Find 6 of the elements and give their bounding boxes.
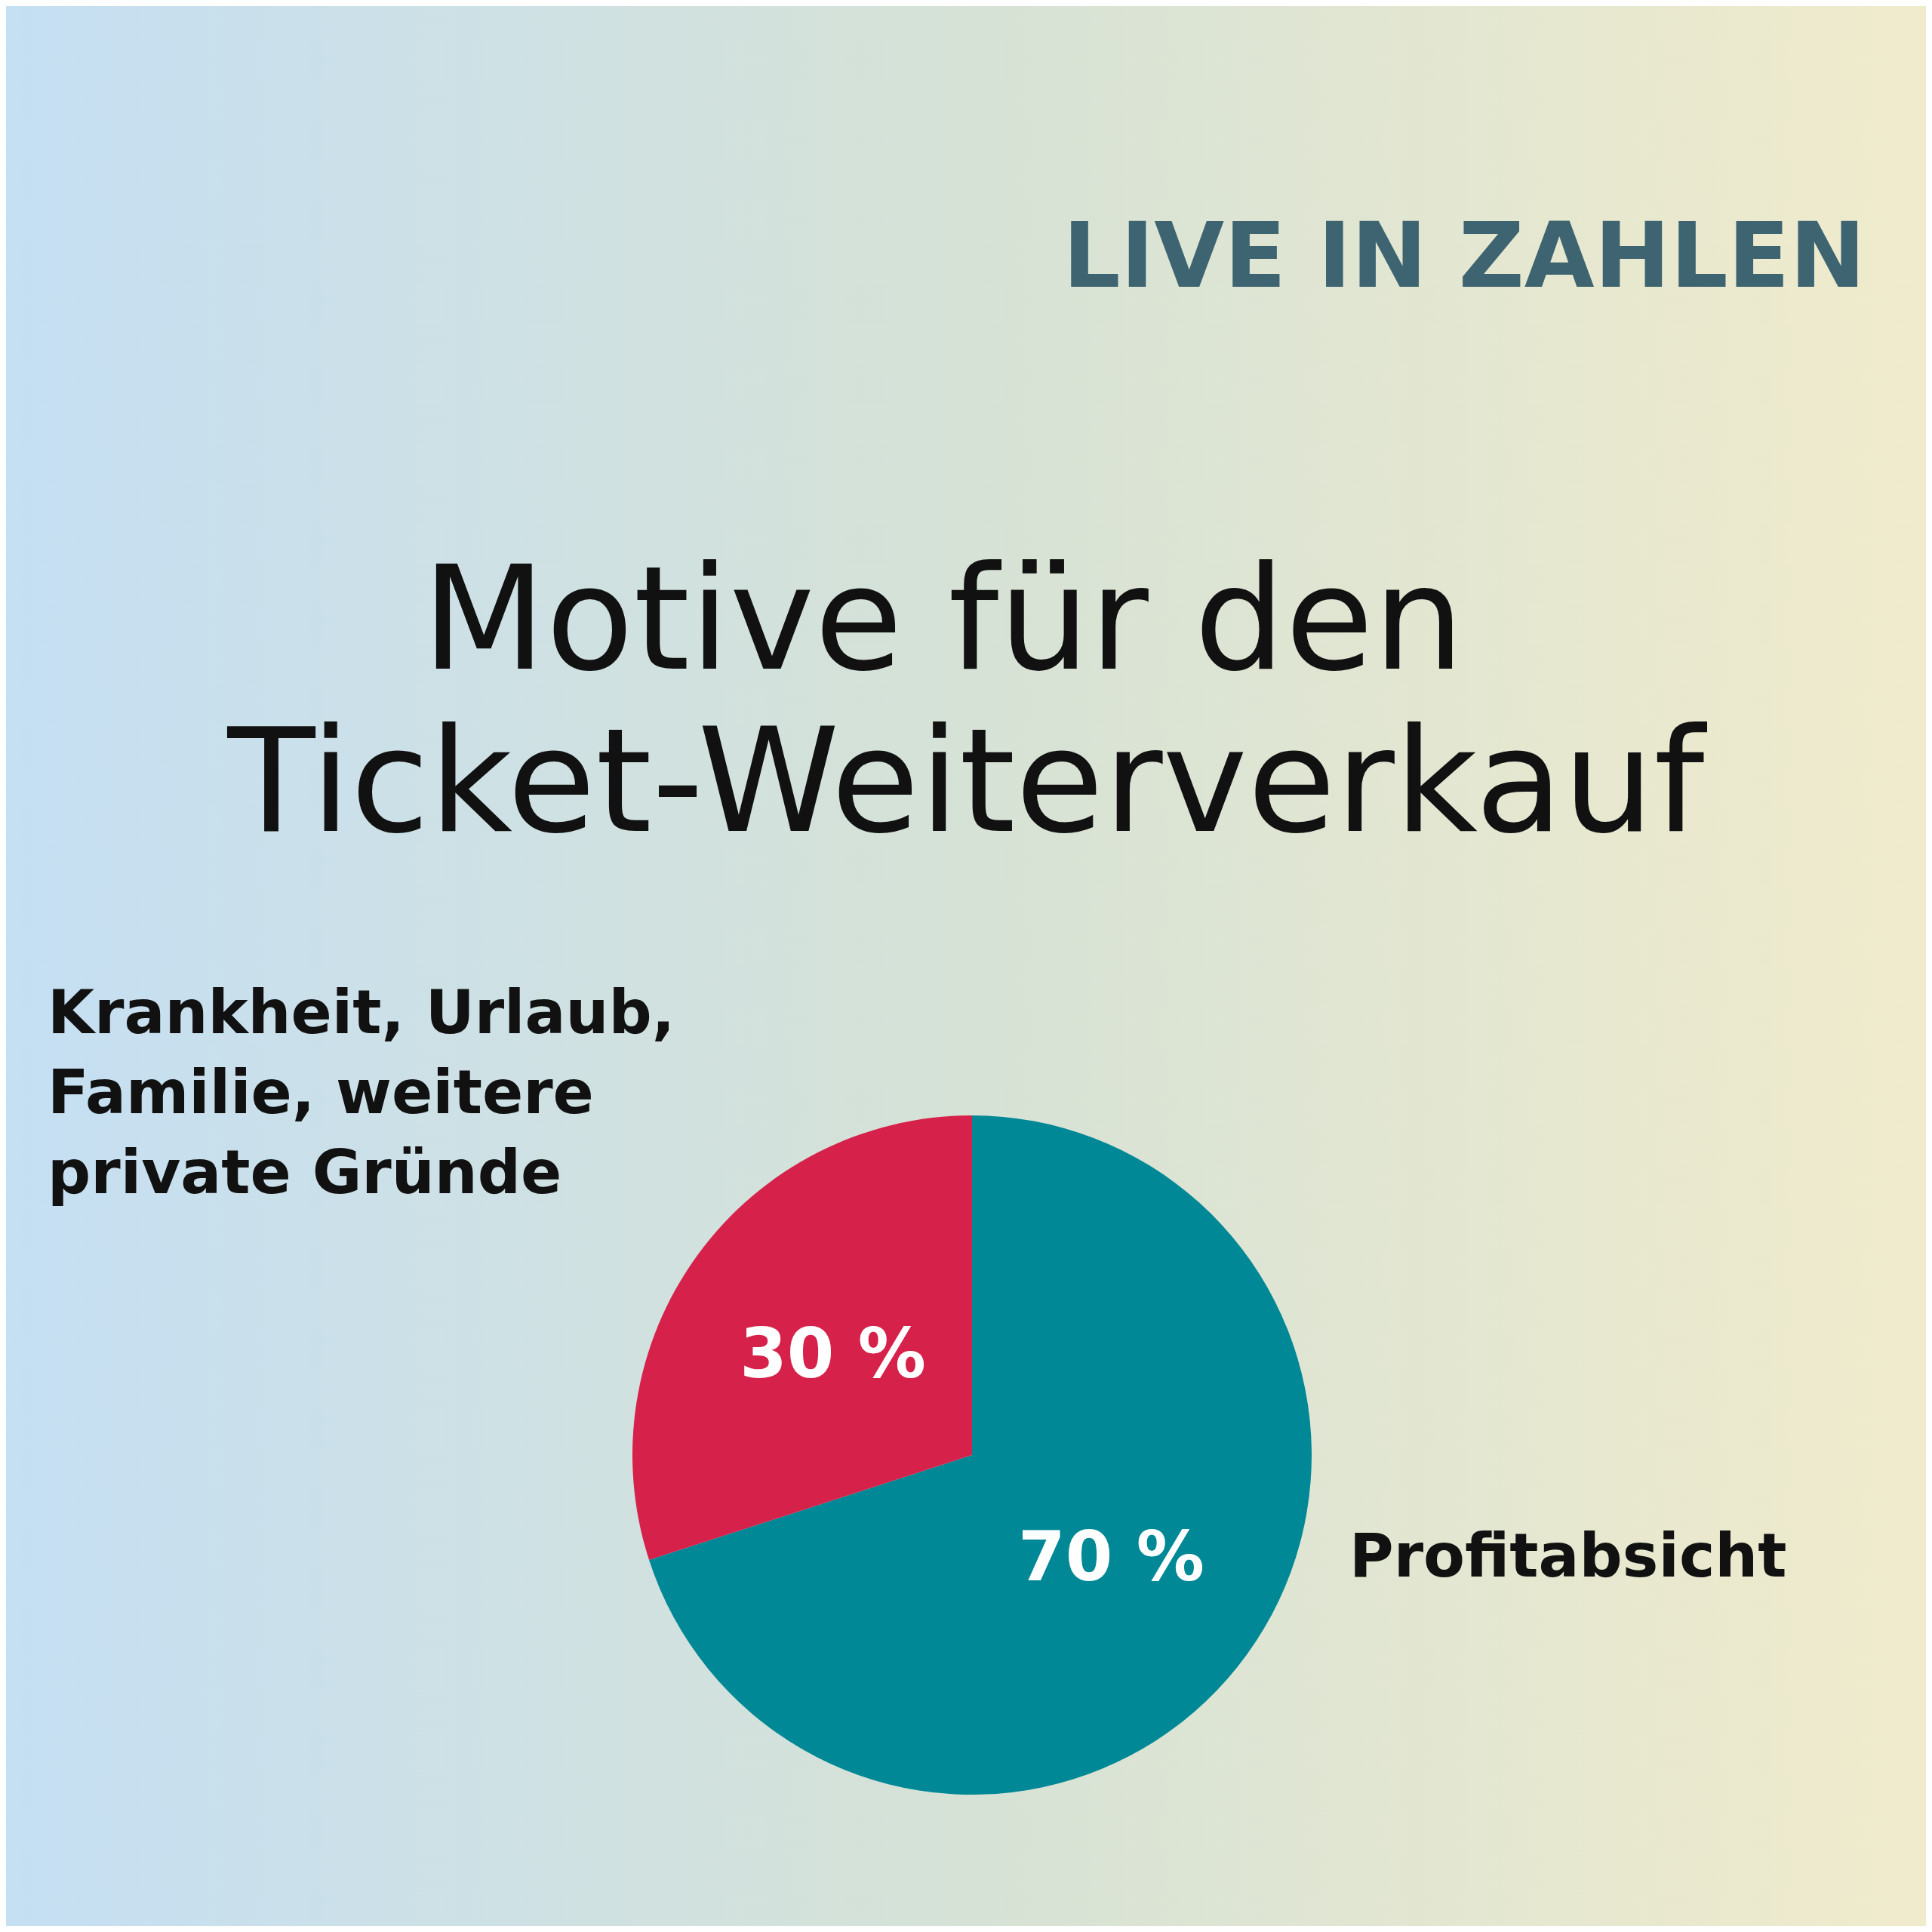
data-label: 30 % xyxy=(740,1314,926,1394)
slice-label: Krankheit, Urlaub, Familie, weitere private Gründe xyxy=(48,977,696,1208)
chart-subtitle: LIVE IN ZAHLEN xyxy=(1063,202,1866,308)
slice-label: Profitabsicht xyxy=(1349,1520,1787,1591)
data-label: 70 % xyxy=(1018,1516,1204,1596)
chart-title: Motive für den Ticket-Weiterverkauf xyxy=(226,536,1708,865)
